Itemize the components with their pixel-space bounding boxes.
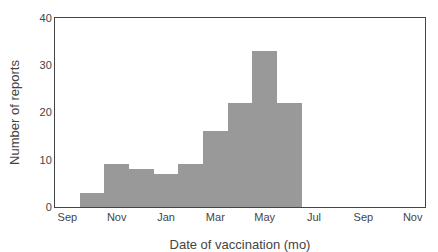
svg-text:Sep: Sep (58, 211, 78, 223)
svg-text:Sep: Sep (354, 211, 374, 223)
svg-text:May: May (254, 211, 275, 223)
svg-text:Jul: Jul (307, 211, 321, 223)
svg-text:40: 40 (40, 12, 52, 24)
svg-text:20: 20 (40, 106, 52, 118)
svg-text:Nov: Nov (107, 211, 127, 223)
svg-text:30: 30 (40, 59, 52, 71)
svg-text:Nov: Nov (403, 211, 423, 223)
svg-text:Date of vaccination (mo): Date of vaccination (mo) (170, 237, 311, 252)
svg-text:Mar: Mar (206, 211, 225, 223)
svg-text:Jan: Jan (157, 211, 175, 223)
svg-text:10: 10 (40, 154, 52, 166)
svg-text:0: 0 (46, 201, 52, 213)
svg-text:Number of reports: Number of reports (7, 60, 22, 165)
